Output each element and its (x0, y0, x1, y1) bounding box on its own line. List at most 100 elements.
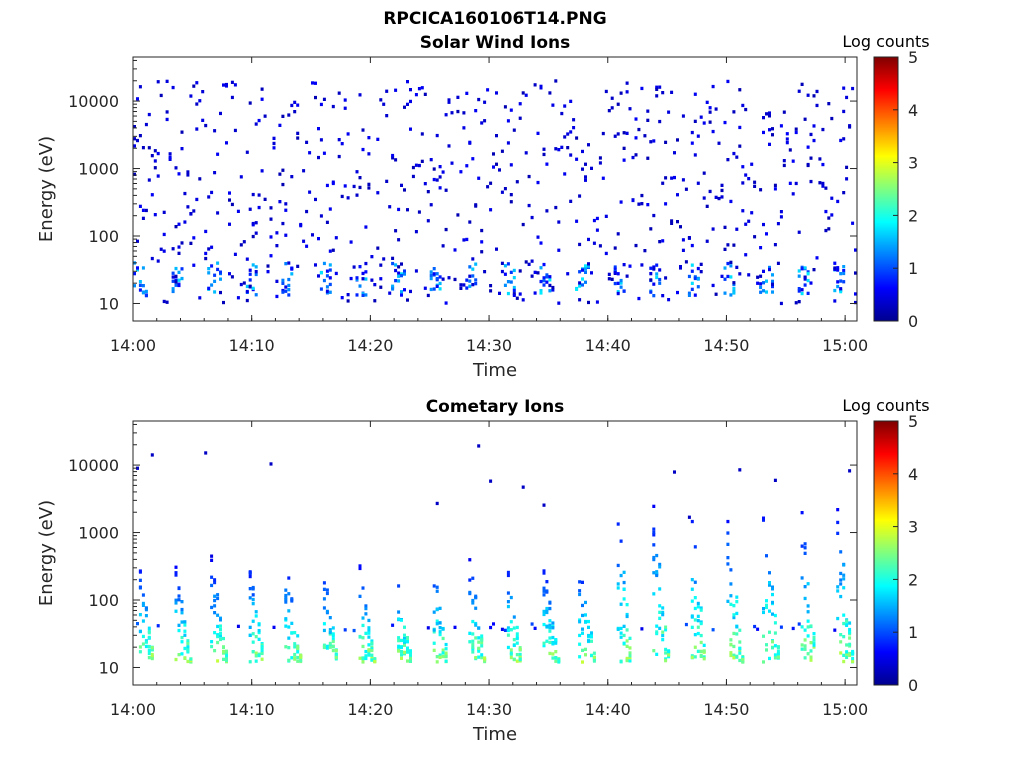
spectrogram-cell (694, 655, 697, 658)
spectrogram-cell (652, 571, 655, 574)
spectrogram-cell (540, 280, 543, 283)
spectrogram-cell (252, 641, 255, 644)
spectrogram-cell (554, 656, 557, 659)
spectrogram-cell (329, 291, 332, 294)
spectrogram-cell (341, 296, 344, 299)
spectrogram-cell (587, 262, 590, 265)
spectrogram-cell (732, 613, 735, 616)
spectrogram-cell (836, 200, 839, 203)
spectrogram-cell (771, 587, 774, 590)
spectrogram-cell (474, 263, 477, 266)
spectrogram-cell (367, 136, 370, 139)
spectrogram-cell (771, 280, 774, 283)
spectrogram-cell (768, 111, 771, 114)
spectrogram-cell (694, 277, 697, 280)
spectrogram-cell (347, 293, 350, 296)
spectrogram-cell (261, 88, 264, 91)
spectrogram-cell (261, 169, 264, 172)
spectrogram-cell (581, 614, 584, 617)
spectrogram-cell (231, 203, 234, 206)
spectrogram-cell (359, 657, 362, 660)
spectrogram-cell (732, 604, 735, 607)
spectrogram-cell (605, 252, 608, 255)
spectrogram-cell (403, 634, 406, 637)
spectrogram-cell (175, 225, 178, 228)
spectrogram-cell (421, 160, 424, 163)
spectrogram-cell (801, 288, 804, 291)
spectrogram-cell (391, 287, 394, 290)
plot-frame (133, 421, 857, 685)
spectrogram-cell (548, 626, 551, 629)
spectrogram-cell (433, 287, 436, 290)
spectrogram-cell (142, 146, 145, 149)
spectrogram-cell (433, 611, 436, 614)
spectrogram-cell (554, 660, 557, 663)
spectrogram-cell (403, 272, 406, 275)
spectrogram-cell (620, 286, 623, 289)
spectrogram-cell (465, 286, 468, 289)
x-tick-label: 14:00 (110, 700, 156, 719)
spectrogram-cell (768, 657, 771, 660)
spectrogram-cell (792, 627, 795, 630)
spectrogram-cell (605, 90, 608, 93)
spectrogram-cell (507, 571, 510, 574)
spectrogram-cell (534, 627, 537, 630)
spectrogram-cell (531, 622, 534, 625)
spectrogram-cell (836, 585, 839, 588)
spectrogram-cell (584, 267, 587, 270)
spectrogram-cell (842, 280, 845, 283)
spectrogram-cell (682, 114, 685, 117)
spectrogram-cell (839, 595, 842, 598)
spectrogram-cell (658, 86, 661, 89)
spectrogram-cell (160, 94, 163, 97)
spectrogram-cell (379, 264, 382, 267)
spectrogram-cell (397, 275, 400, 278)
spectrogram-cell (836, 617, 839, 620)
spectrogram-cell (329, 263, 332, 266)
spectrogram-cell (183, 630, 186, 633)
spectrogram-cell (804, 266, 807, 269)
spectrogram-cell (296, 656, 299, 659)
spectrogram-cell (519, 117, 522, 120)
spectrogram-cell (201, 90, 204, 93)
spectrogram-cell (367, 152, 370, 155)
spectrogram-cell (400, 262, 403, 265)
spectrogram-cell (768, 268, 771, 271)
spectrogram-cell (771, 646, 774, 649)
spectrogram-cell (839, 582, 842, 585)
colorbar (874, 57, 898, 321)
spectrogram-cell (724, 292, 727, 295)
spectrogram-cell (240, 283, 243, 286)
spectrogram-cell (587, 620, 590, 623)
spectrogram-cell (329, 276, 332, 279)
spectrogram-cell (216, 614, 219, 617)
spectrogram-cell (151, 257, 154, 260)
spectrogram-cell (157, 259, 160, 262)
spectrogram-cell (691, 578, 694, 581)
spectrogram-cell (670, 91, 673, 94)
spectrogram-cell (833, 299, 836, 302)
spectrogram-cell (810, 281, 813, 284)
spectrogram-cell (284, 202, 287, 205)
plot-frame (133, 57, 857, 321)
spectrogram-cell (323, 629, 326, 632)
spectrogram-cell (836, 508, 839, 511)
spectrogram-cell (362, 128, 365, 131)
spectrogram-cell (587, 626, 590, 629)
spectrogram-cell (646, 157, 649, 160)
spectrogram-cell (569, 130, 572, 133)
spectrogram-cell (391, 257, 394, 260)
spectrogram-cell (729, 293, 732, 296)
spectrogram-cell (403, 626, 406, 629)
spectrogram-cell (154, 166, 157, 169)
spectrogram-cell (789, 148, 792, 151)
x-axis-label: Time (472, 360, 517, 381)
spectrogram-cell (183, 620, 186, 623)
spectrogram-cell (154, 159, 157, 162)
spectrogram-cell (409, 100, 412, 103)
spectrogram-cell (768, 581, 771, 584)
spectrogram-cell (726, 562, 729, 565)
spectrogram-cell (373, 299, 376, 302)
spectrogram-cell (201, 119, 204, 122)
spectrogram-cell (709, 106, 712, 109)
